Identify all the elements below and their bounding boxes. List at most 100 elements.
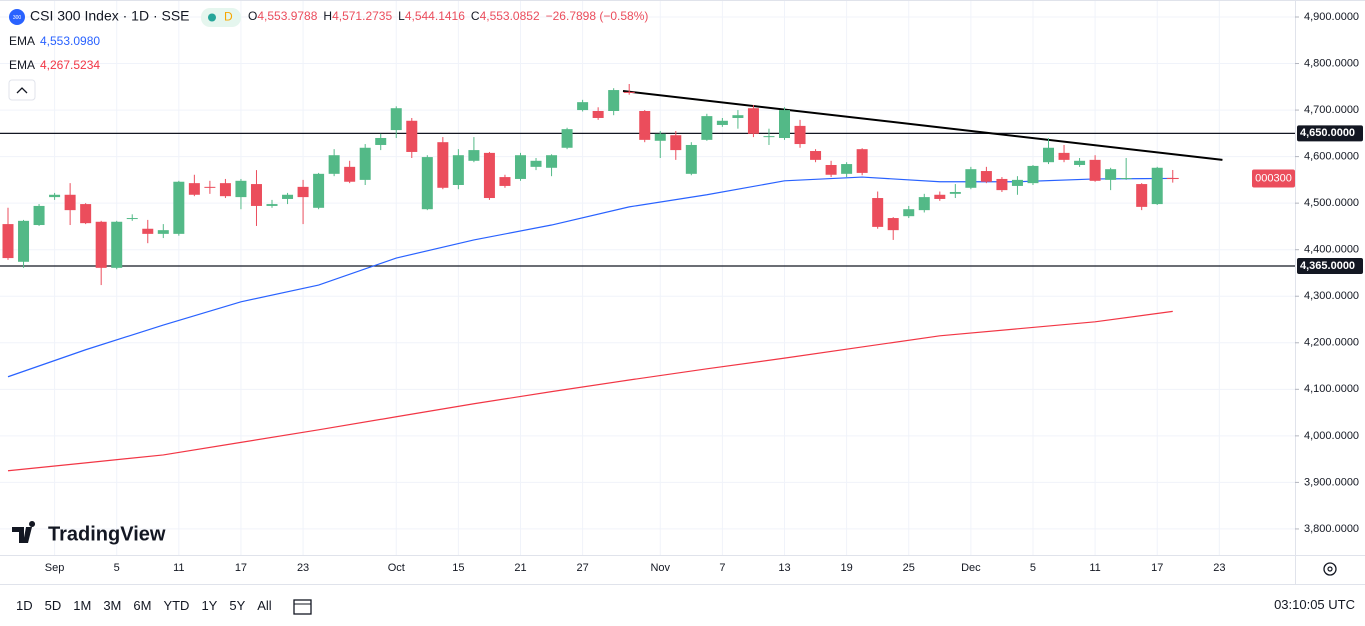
candle-body: [685, 144, 697, 174]
candle-body: [188, 183, 200, 195]
status-pill[interactable]: [201, 8, 241, 27]
x-tick-label: 11: [1089, 562, 1100, 574]
candle-body: [2, 224, 14, 259]
candle-body: [623, 91, 635, 93]
plot: [0, 84, 1295, 472]
candle-body: [406, 120, 418, 152]
candle-body: [390, 108, 402, 131]
y-tick-label: 4,500.0000: [1304, 197, 1359, 209]
timeframe-button[interactable]: YTD: [163, 598, 190, 613]
candle-body: [514, 155, 526, 179]
y-tick-label: 4,600.0000: [1304, 151, 1359, 163]
ohlc-legend: O4,553.9788 H4,571.2735 L4,544.1416 C4,553.…: [248, 9, 648, 23]
legend-name[interactable]: EMA: [9, 58, 35, 72]
market-dot: [208, 13, 216, 22]
candle-body: [825, 164, 837, 175]
candle-body: [126, 218, 138, 220]
timeframe-button[interactable]: 1M: [73, 598, 92, 613]
timeframe-button[interactable]: All: [257, 598, 272, 613]
y-tick-label: 4,200.0000: [1304, 337, 1359, 349]
x-tick-label: 17: [1151, 562, 1163, 574]
candle-body: [716, 120, 728, 125]
candle-body: [33, 205, 45, 226]
x-tick-label: Dec: [961, 562, 981, 574]
ohlc-label: H: [323, 9, 332, 23]
ema-line: [7, 310, 1173, 472]
candle-body: [639, 111, 651, 140]
y-tick-label: 3,900.0000: [1304, 476, 1359, 488]
candle-body: [561, 129, 573, 148]
candle-body: [142, 228, 154, 234]
y-tick-label: 3,800.0000: [1304, 523, 1359, 535]
candle-body: [157, 230, 169, 234]
candle-body: [1089, 159, 1101, 181]
y-tick-label: 4,400.0000: [1304, 244, 1359, 256]
candle-body: [95, 221, 107, 268]
candle-body: [872, 198, 884, 227]
clock[interactable]: 03:10:05 UTC: [1274, 597, 1355, 612]
ohlc-value: 4,553.0852: [480, 9, 540, 23]
candle-body: [111, 221, 123, 268]
timeframe-button[interactable]: 6M: [133, 598, 152, 613]
candle-body: [546, 155, 558, 168]
status-badge: D: [224, 10, 233, 24]
candle-body: [1120, 178, 1132, 180]
candle-body: [654, 133, 666, 141]
x-tick-label: 11: [173, 562, 184, 574]
x-tick-label: 21: [514, 562, 526, 574]
candle-body: [437, 142, 449, 188]
candle-body: [1011, 179, 1023, 186]
collapse-icon: [16, 87, 28, 94]
x-tick-label: 15: [452, 562, 464, 574]
legend-name[interactable]: EMA: [9, 34, 35, 48]
x-tick-label: 25: [903, 562, 915, 574]
candle-body: [452, 155, 464, 185]
legend: 300 CSI 300 Index · 1D · SSE D O4,553.97…: [8, 8, 648, 101]
timeframe-button[interactable]: 1D: [16, 598, 33, 613]
legend-value: 4,267.5234: [40, 58, 100, 72]
timeframe-button[interactable]: 5D: [44, 598, 62, 613]
price-tag: [1252, 169, 1295, 188]
candle-body: [64, 194, 76, 211]
y-tick-label: 4,000.0000: [1304, 430, 1359, 442]
y-tick-label: 4,800.0000: [1304, 57, 1359, 69]
x-tick-label: 23: [297, 562, 309, 574]
candle-body: [344, 166, 356, 182]
candle-body: [359, 147, 371, 180]
candle-body: [530, 160, 542, 167]
timeframe-button[interactable]: 5Y: [229, 598, 246, 613]
background: [0, 0, 1365, 584]
ohlc-value: 4,553.9788: [257, 9, 317, 23]
x-tick-label: 5: [1030, 562, 1036, 574]
ohlc-label: O: [248, 9, 257, 23]
candle-body: [996, 178, 1008, 191]
timeframe-button[interactable]: 1Y: [201, 598, 218, 613]
y-tick-label: 4,300.0000: [1304, 290, 1359, 302]
settings-button[interactable]: [1323, 562, 1337, 576]
ohlc-label: C: [471, 9, 480, 23]
level-tag: [1297, 125, 1363, 142]
level-tag: [1297, 257, 1363, 274]
y-tick-label: 4,900.0000: [1304, 11, 1359, 23]
price-tag-label: 000300: [1255, 172, 1292, 184]
symbol-title[interactable]: CSI 300 Index · 1D · SSE: [30, 8, 190, 24]
candle-body: [49, 194, 61, 198]
candle-body: [763, 136, 775, 138]
candle-body: [1151, 167, 1163, 205]
candle-body: [732, 115, 744, 118]
settings-icon[interactable]: [1323, 562, 1337, 576]
candle-body: [250, 184, 262, 206]
date-range-button[interactable]: [292, 596, 314, 616]
candle-body: [1074, 160, 1086, 165]
candle-body: [887, 218, 899, 231]
candle-body: [608, 90, 620, 111]
ema-line: [7, 176, 1173, 378]
timeframe-button[interactable]: 3M: [103, 598, 122, 613]
candle-body: [794, 125, 806, 145]
candle-body: [421, 157, 433, 210]
change-value: −26.7898 (−0.58%): [546, 9, 649, 23]
x-tick-label: Sep: [45, 562, 65, 574]
collapse-button[interactable]: [8, 79, 36, 101]
x-tick-label: Oct: [388, 562, 405, 574]
x-tick-label: 7: [719, 562, 725, 574]
